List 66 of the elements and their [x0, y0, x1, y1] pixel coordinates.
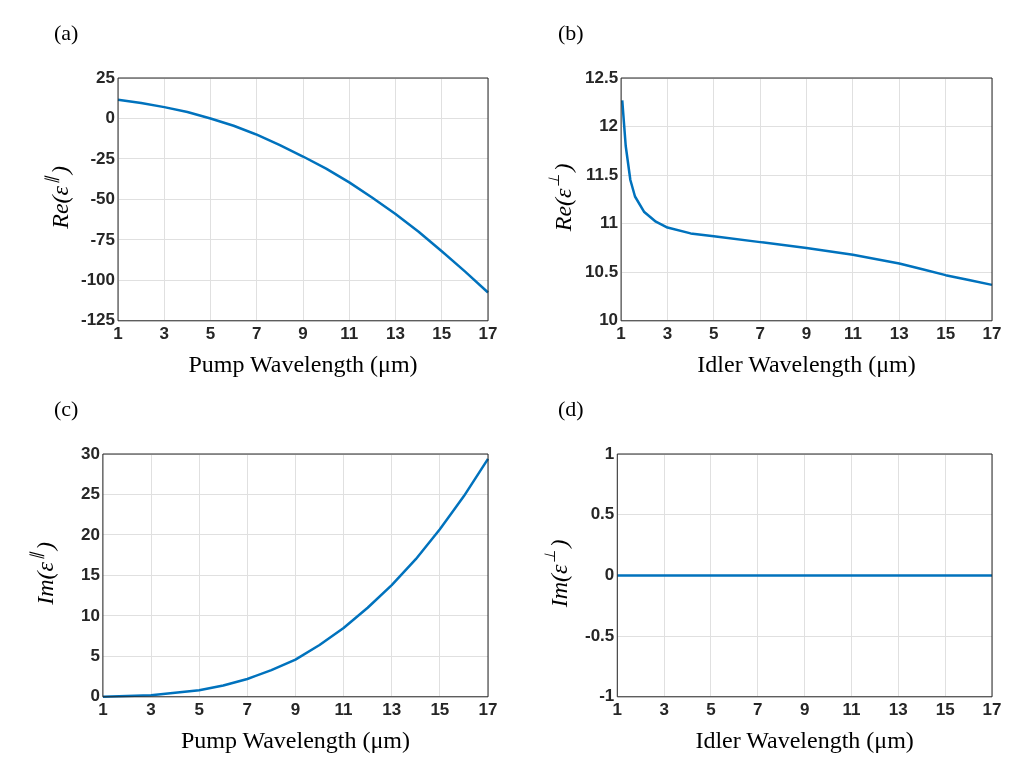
- x-tick-label: 5: [194, 699, 204, 719]
- x-tick-label: 11: [842, 699, 861, 719]
- y-tick-label: -100: [80, 270, 116, 290]
- y-tick-label: 25: [80, 484, 100, 504]
- x-tick-label: 11: [334, 699, 353, 719]
- y-tick-label: 15: [80, 565, 100, 585]
- x-axis-title: Pump Wavelength (μm): [180, 726, 411, 753]
- y-tick-label: 0: [604, 565, 615, 585]
- x-tick-label: 11: [340, 323, 359, 343]
- x-tick-label: 11: [843, 323, 862, 343]
- y-axis-title: Im(ε⊥): [542, 539, 573, 609]
- y-tick-label: 1: [604, 443, 615, 463]
- x-tick-label: 3: [662, 323, 673, 343]
- x-tick-label: 9: [298, 323, 308, 343]
- x-tick-label: 5: [706, 699, 716, 719]
- chart-title: (a): [54, 20, 79, 45]
- x-tick-label: 17: [982, 699, 1002, 719]
- x-tick-label: 13: [888, 699, 908, 719]
- y-tick-label: 0: [90, 686, 100, 706]
- y-tick-label: 30: [80, 443, 100, 463]
- x-tick-label: 3: [659, 699, 669, 719]
- y-tick-label: 10: [80, 605, 100, 625]
- x-tick-label: 7: [252, 323, 262, 343]
- chart-title: (c): [54, 396, 79, 421]
- x-tick-label: 7: [755, 323, 765, 343]
- y-axis-title: Re(ε∥): [43, 166, 74, 230]
- x-tick-label: 9: [290, 699, 301, 719]
- chart-title: (b): [558, 20, 584, 45]
- y-tick-label: -50: [90, 189, 116, 209]
- y-tick-label: 0: [105, 108, 116, 128]
- x-tick-label: 17: [478, 699, 498, 719]
- x-tick-label: 5: [709, 323, 719, 343]
- x-tick-label: 9: [801, 323, 812, 343]
- x-tick-label: 9: [799, 699, 810, 719]
- x-tick-label: 13: [889, 323, 909, 343]
- x-tick-label: 3: [146, 699, 156, 719]
- x-tick-label: 17: [478, 323, 498, 343]
- y-tick-label: 5: [90, 646, 100, 666]
- y-tick-label: -0.5: [585, 625, 615, 645]
- x-tick-label: 5: [205, 323, 216, 343]
- y-tick-label: -25: [90, 148, 116, 168]
- y-tick-label: 0.5: [590, 504, 615, 524]
- y-tick-label: 12: [599, 116, 619, 136]
- y-tick-label: 11.5: [585, 164, 619, 184]
- x-tick-label: 15: [935, 699, 955, 719]
- y-tick-label: -75: [90, 229, 116, 249]
- y-tick-label: 11: [600, 213, 619, 233]
- x-tick-label: 7: [753, 699, 763, 719]
- x-tick-label: 7: [242, 699, 253, 719]
- y-axis-title: Re(ε⊥): [546, 163, 577, 233]
- y-axis-title: Im(ε∥): [27, 542, 58, 606]
- x-axis-title: Idler Wavelength (μm): [697, 350, 916, 377]
- x-axis-title: Pump Wavelength (μm): [188, 350, 418, 377]
- x-tick-label: 15: [936, 323, 956, 343]
- y-tick-label: 10.5: [584, 261, 619, 281]
- y-tick-label: 25: [96, 67, 116, 87]
- x-tick-label: 15: [430, 699, 450, 719]
- y-tick-label: 12.5: [584, 67, 619, 87]
- x-tick-label: 13: [382, 699, 402, 719]
- x-tick-label: 15: [432, 323, 452, 343]
- chart-title: (d): [558, 396, 584, 421]
- x-tick-label: 13: [386, 323, 405, 343]
- x-tick-label: 3: [159, 323, 170, 343]
- x-tick-label: 17: [982, 323, 1002, 343]
- x-axis-title: Idler Wavelength (μm): [695, 726, 914, 753]
- y-tick-label: 20: [80, 524, 100, 544]
